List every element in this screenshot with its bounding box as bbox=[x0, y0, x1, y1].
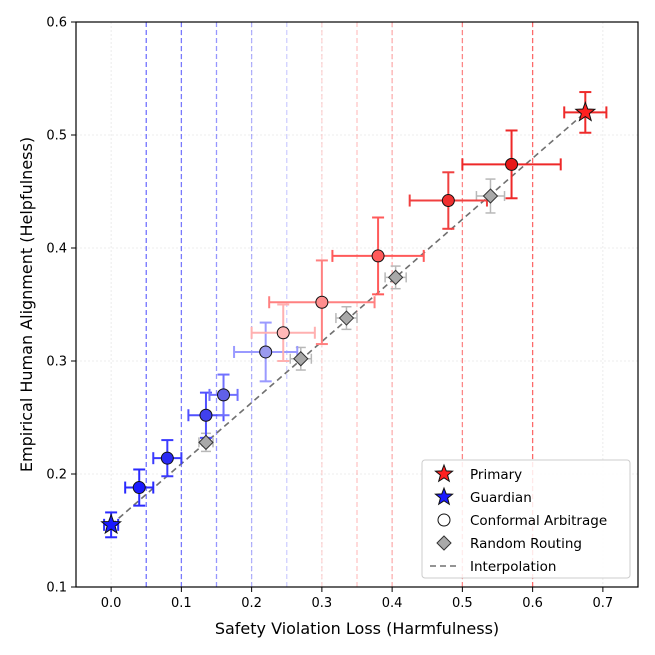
legend-guardian-icon bbox=[434, 486, 454, 506]
legend-conformal-label: Conformal Arbitrage bbox=[470, 513, 607, 529]
random-routing-point bbox=[338, 310, 355, 326]
legend-conformal-icon bbox=[437, 513, 451, 527]
legend: Primary Guardian Conformal Arbitrage Random… bbox=[421, 459, 631, 579]
primary-star bbox=[574, 100, 597, 122]
random-routing-point bbox=[387, 269, 404, 286]
legend-guardian-label: Guardian bbox=[470, 490, 532, 506]
y-tick-label: 0.4 bbox=[46, 242, 67, 257]
legend-interpolation-label: Interpolation bbox=[470, 559, 556, 575]
conformal-point bbox=[315, 295, 329, 309]
conformal-point bbox=[217, 388, 231, 402]
data-markers bbox=[100, 100, 597, 535]
conformal-point bbox=[132, 481, 146, 495]
x-tick-label: 0.3 bbox=[312, 596, 333, 611]
random-routing-point bbox=[482, 188, 499, 204]
x-tick-label: 0.7 bbox=[593, 596, 614, 611]
legend-primary-label: Primary bbox=[470, 467, 522, 483]
axis-ticks: 0.0 0.1 0.2 0.3 0.4 0.5 0.6 0.7 0.1 0.2 0.3 0.4 0.5 0… bbox=[46, 16, 613, 612]
x-axis-title: Safety Violation Loss (Harmfulness) bbox=[215, 619, 499, 638]
y-tick-label: 0.1 bbox=[46, 581, 67, 596]
conformal-point bbox=[505, 157, 519, 171]
y-tick-label: 0.6 bbox=[46, 16, 67, 31]
conformal-point bbox=[160, 451, 174, 465]
y-tick-label: 0.2 bbox=[46, 468, 67, 483]
x-tick-label: 0.2 bbox=[241, 596, 262, 611]
conformal-point bbox=[199, 408, 213, 422]
y-tick-label: 0.3 bbox=[46, 355, 67, 370]
x-tick-label: 0.5 bbox=[452, 596, 473, 611]
guardian-star bbox=[100, 513, 122, 535]
x-tick-label: 0.1 bbox=[171, 596, 192, 611]
y-tick-label: 0.5 bbox=[46, 129, 67, 144]
legend-primary-icon bbox=[434, 463, 454, 483]
y-axis-title: Empirical Human Alignment (Helpfulness) bbox=[17, 137, 36, 472]
conformal-point bbox=[276, 326, 290, 340]
legend-random-icon bbox=[436, 535, 452, 551]
legend-random-label: Random Routing bbox=[470, 536, 582, 552]
random-routing-point bbox=[198, 434, 214, 451]
x-tick-label: 0.4 bbox=[382, 596, 403, 611]
conformal-point bbox=[371, 249, 385, 263]
random-routing-point bbox=[293, 351, 309, 367]
conformal-point bbox=[441, 194, 455, 208]
x-tick-label: 0.0 bbox=[101, 596, 122, 611]
legend-box bbox=[421, 459, 631, 579]
x-tick-label: 0.6 bbox=[522, 596, 543, 611]
plot-area bbox=[75, 21, 639, 588]
conformal-point bbox=[259, 345, 273, 359]
error-bar bbox=[563, 91, 608, 134]
